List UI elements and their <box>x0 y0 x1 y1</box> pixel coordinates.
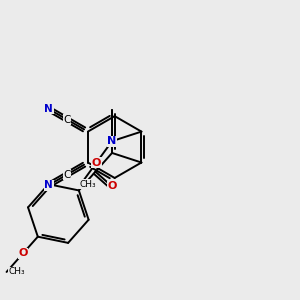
Text: N: N <box>44 104 53 114</box>
Text: C: C <box>63 115 71 124</box>
Text: CH₃: CH₃ <box>8 267 25 276</box>
Text: O: O <box>19 248 28 258</box>
Text: CH₃: CH₃ <box>80 179 96 188</box>
Text: O: O <box>92 158 101 168</box>
Text: N: N <box>44 180 53 190</box>
Text: N: N <box>107 136 117 146</box>
Text: C: C <box>63 169 71 180</box>
Text: O: O <box>107 181 117 191</box>
